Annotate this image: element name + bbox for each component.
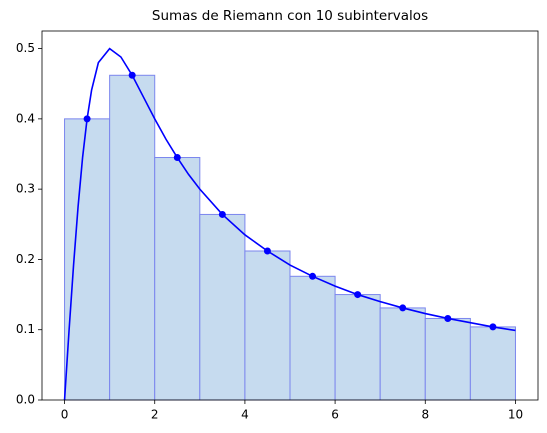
bar xyxy=(64,118,111,401)
point xyxy=(444,314,452,322)
y-tick-label: 0.5 xyxy=(16,41,35,55)
x-tick-label: 0 xyxy=(61,408,69,422)
point xyxy=(399,304,407,312)
bar xyxy=(289,275,336,401)
x-tick-label: 6 xyxy=(331,408,339,422)
point xyxy=(218,210,226,218)
bar xyxy=(424,317,471,401)
bar xyxy=(109,74,156,401)
point xyxy=(128,71,136,79)
y-tick-label: 0.2 xyxy=(16,252,35,266)
chart-title: Sumas de Riemann con 10 subintervalos xyxy=(152,8,428,24)
bar xyxy=(469,326,516,401)
bar xyxy=(199,213,246,401)
x-tick-label: 4 xyxy=(241,408,249,422)
bar xyxy=(334,294,381,401)
bar xyxy=(244,250,291,401)
x-tick-label: 2 xyxy=(151,408,159,422)
y-tick-label: 0.0 xyxy=(16,393,35,407)
x-tick-label: 10 xyxy=(508,408,523,422)
y-tick-label: 0.1 xyxy=(16,322,35,336)
point xyxy=(354,291,362,299)
x-tick-label: 8 xyxy=(421,408,429,422)
axes-frame xyxy=(41,30,539,401)
point xyxy=(173,154,181,162)
bar xyxy=(154,157,201,401)
y-tick-label: 0.4 xyxy=(16,111,35,125)
point xyxy=(83,115,91,123)
point xyxy=(309,272,317,280)
y-tick-label: 0.3 xyxy=(16,182,35,196)
bar xyxy=(379,307,426,401)
point xyxy=(263,247,271,255)
point xyxy=(489,323,497,331)
